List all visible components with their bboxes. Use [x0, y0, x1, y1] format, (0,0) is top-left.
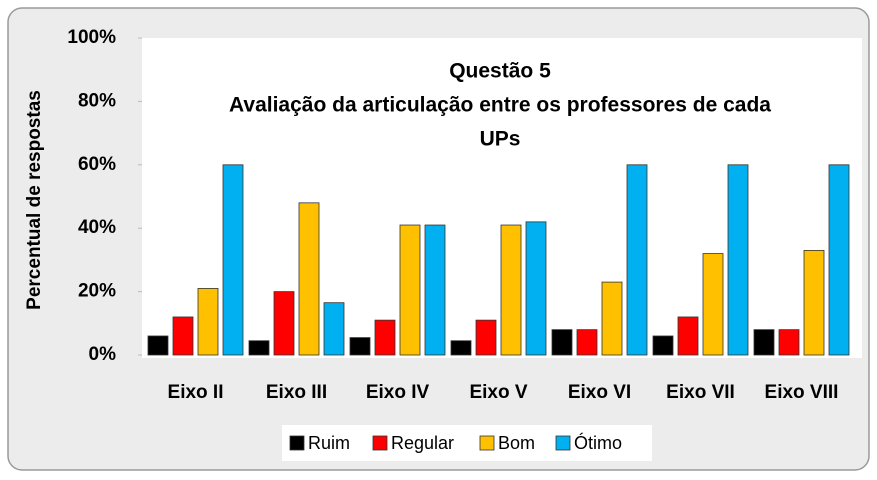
bar	[828, 164, 850, 356]
bar	[652, 335, 674, 356]
bar	[222, 164, 244, 356]
legend-swatch	[555, 435, 571, 451]
bar	[500, 224, 522, 356]
bar	[778, 329, 800, 356]
bar	[374, 319, 396, 356]
legend-swatch	[289, 435, 305, 451]
legend-label: Ruim	[308, 433, 350, 453]
x-tick-label: Eixo IV	[366, 382, 430, 403]
bar	[551, 329, 573, 356]
bar	[197, 288, 219, 356]
bar	[298, 202, 320, 356]
y-tick-label: 60%	[78, 154, 116, 175]
bar	[525, 221, 547, 356]
bar	[677, 316, 699, 356]
bar	[601, 281, 623, 356]
bar	[450, 340, 472, 356]
x-tick-label: Eixo II	[168, 382, 224, 403]
chart-title: UPs	[480, 128, 521, 151]
x-tick-label: Eixo V	[469, 382, 527, 403]
bar	[399, 224, 421, 356]
legend-swatch	[479, 435, 495, 451]
bar	[424, 224, 446, 356]
bar	[475, 319, 497, 356]
bar	[273, 291, 295, 356]
y-tick-label: 100%	[67, 27, 116, 48]
bar	[576, 329, 598, 356]
bar	[147, 335, 169, 356]
x-tick-label: Eixo VII	[666, 382, 735, 403]
bar	[323, 302, 345, 356]
bar	[349, 337, 371, 356]
y-tick-label: 40%	[78, 217, 116, 238]
y-tick-label: 0%	[89, 344, 117, 365]
legend-box	[282, 425, 652, 461]
legend-label: Ótimo	[574, 432, 622, 453]
bar	[727, 164, 749, 356]
legend-swatch	[372, 435, 388, 451]
bar	[626, 164, 648, 356]
bar	[803, 249, 825, 356]
y-tick-label: 80%	[78, 90, 116, 111]
legend-label: Regular	[391, 433, 454, 453]
legend-label: Bom	[498, 433, 535, 453]
x-tick-label: Eixo VIII	[765, 382, 839, 403]
bar	[248, 340, 270, 356]
bar	[702, 253, 724, 356]
chart-title: Avaliação da articulação entre os profes…	[229, 94, 771, 117]
x-tick-label: Eixo III	[266, 382, 327, 403]
y-tick-label: 20%	[78, 281, 116, 302]
y-axis-label: Percentual de respostas	[24, 90, 45, 310]
chart-title: Questão 5	[449, 60, 551, 83]
bar	[753, 329, 775, 356]
bar	[172, 316, 194, 356]
x-tick-label: Eixo VI	[568, 382, 631, 403]
